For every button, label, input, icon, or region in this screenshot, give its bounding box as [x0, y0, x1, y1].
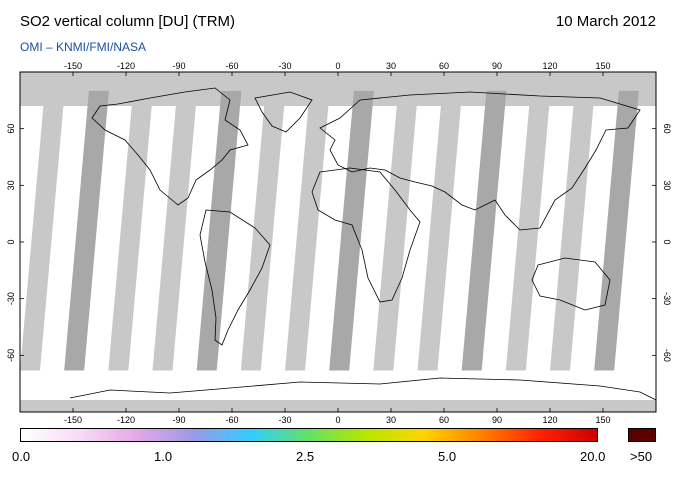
greenland-outline	[254, 91, 313, 133]
lon-tick-label-bottom: -60	[225, 415, 238, 425]
data-credit: OMI – KNMI/FMI/NASA	[20, 40, 147, 54]
colorbar-label-0: 0.0	[12, 449, 31, 464]
lon-tick-label-top: 90	[492, 61, 502, 71]
lon-tick-label-bottom: -30	[278, 415, 291, 425]
orbit-gap-stripes	[20, 90, 639, 371]
arctic-no-data	[20, 72, 656, 106]
axis-ticks: -150 -150 -120 -120 -90 -90 -60 -60 -30 -30 0 0 30 30…	[6, 61, 672, 425]
lon-tick-label-top: -30	[278, 61, 291, 71]
europe-asia-outline	[319, 91, 641, 231]
lon-tick-label-top: -150	[64, 61, 82, 71]
lon-tick-label-bottom: -90	[172, 415, 185, 425]
orbit-gap-stripe	[417, 90, 463, 371]
map-title: SO2 vertical column [DU] (TRM)	[20, 13, 236, 30]
lat-tick-label-right: 30	[662, 180, 672, 190]
orbit-gap-stripe	[108, 90, 154, 371]
colorbar-overflow-box	[628, 428, 656, 442]
lon-tick-label-bottom: 120	[542, 415, 557, 425]
lon-tick-label-top: 60	[439, 61, 449, 71]
lat-tick-label-left: 60	[6, 124, 16, 134]
africa-outline	[311, 167, 421, 303]
lat-tick-label-left: 30	[6, 180, 16, 190]
colorbar-label-4: 20.0	[580, 449, 606, 464]
orbit-gap-stripe	[196, 90, 242, 371]
colorbar-label-1: 1.0	[154, 449, 173, 464]
lat-tick-label-left: -30	[6, 292, 16, 305]
lat-tick-label-right: 0	[662, 239, 672, 244]
orbit-gap-stripe	[373, 90, 419, 371]
lat-tick-label-right: 60	[662, 124, 672, 134]
antarctica-outline	[69, 377, 656, 401]
orbit-gap-stripe	[20, 90, 65, 371]
lon-tick-label-bottom: 150	[595, 415, 610, 425]
lat-tick-label-right: -60	[662, 349, 672, 362]
coastlines	[69, 87, 656, 401]
lon-tick-label-top: 150	[595, 61, 610, 71]
lon-tick-label-top: -90	[172, 61, 185, 71]
lat-tick-label-left: 0	[6, 239, 16, 244]
orbit-gap-stripe	[594, 90, 639, 371]
colorbar-label-3: 5.0	[438, 449, 457, 464]
lon-tick-label-top: 120	[542, 61, 557, 71]
colorbar-overflow-label: >50	[630, 449, 653, 464]
north-america-outline	[91, 87, 249, 206]
orbit-gap-stripe	[505, 90, 551, 371]
lon-tick-label-top: 30	[386, 61, 396, 71]
lat-tick-label-left: -60	[6, 349, 16, 362]
lon-tick-label-top: -120	[117, 61, 135, 71]
orbit-gap-stripe	[240, 90, 286, 371]
australia-outline	[531, 257, 611, 311]
colorbar-label-2: 2.5	[296, 449, 315, 464]
lon-tick-label-bottom: 60	[439, 415, 449, 425]
colorbar	[20, 428, 598, 442]
lon-tick-label-bottom: 90	[492, 415, 502, 425]
lon-tick-label-bottom: -120	[117, 415, 135, 425]
orbit-gap-stripe	[329, 90, 374, 371]
lon-tick-label-top: 0	[335, 61, 340, 71]
south-america-outline	[199, 209, 271, 346]
lon-tick-label-top: -60	[225, 61, 238, 71]
lat-tick-label-right: -30	[662, 292, 672, 305]
orbit-gap-stripe	[64, 90, 109, 371]
lon-tick-label-bottom: 0	[335, 415, 340, 425]
orbit-gap-stripe	[461, 90, 507, 371]
lon-tick-label-bottom: -150	[64, 415, 82, 425]
map-date: 10 March 2012	[555, 13, 656, 30]
orbit-gap-stripe	[285, 90, 330, 371]
lon-tick-label-bottom: 30	[386, 415, 396, 425]
orbit-gap-stripe	[152, 90, 198, 371]
